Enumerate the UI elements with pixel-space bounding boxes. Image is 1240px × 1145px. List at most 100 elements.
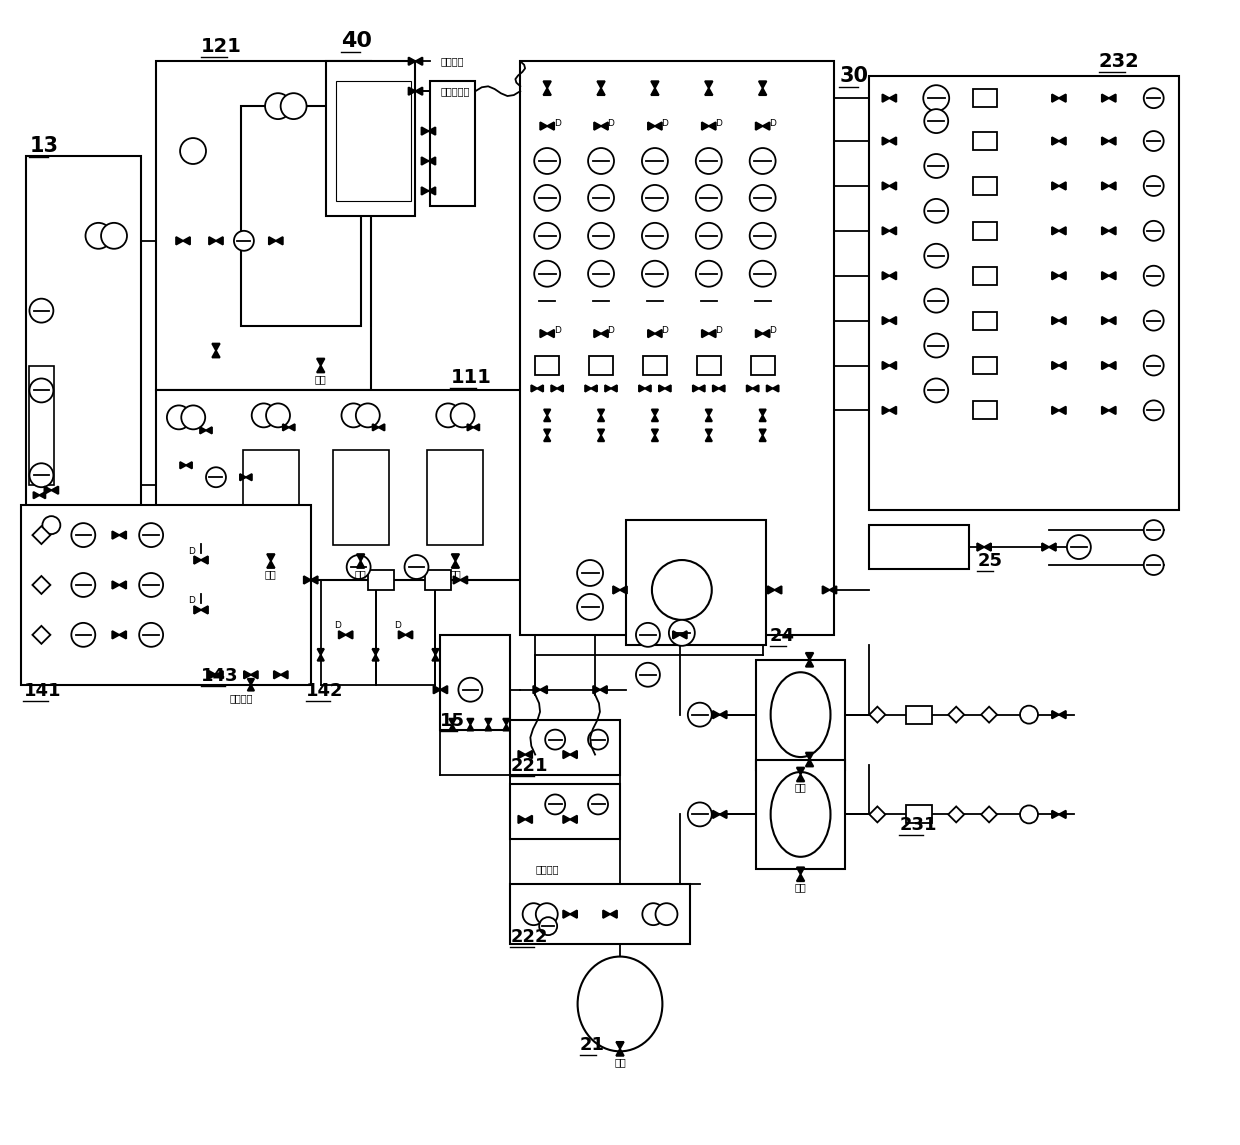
Circle shape	[924, 289, 949, 313]
Bar	[511, 884, 689, 945]
Polygon shape	[460, 576, 467, 584]
Polygon shape	[652, 410, 658, 416]
Circle shape	[30, 299, 53, 323]
Polygon shape	[883, 317, 889, 324]
Polygon shape	[883, 182, 889, 190]
Bar	[425, 570, 451, 590]
Circle shape	[750, 148, 776, 174]
Polygon shape	[212, 344, 219, 350]
Polygon shape	[759, 81, 766, 88]
Polygon shape	[706, 435, 712, 441]
Polygon shape	[869, 806, 885, 822]
Polygon shape	[768, 586, 775, 594]
Circle shape	[181, 405, 205, 429]
Polygon shape	[193, 606, 201, 614]
Circle shape	[924, 109, 949, 133]
Polygon shape	[889, 362, 897, 370]
Polygon shape	[1109, 182, 1116, 190]
Polygon shape	[280, 671, 288, 679]
Polygon shape	[570, 815, 577, 823]
Polygon shape	[544, 410, 551, 416]
Polygon shape	[889, 317, 897, 324]
Bar	[511, 784, 620, 839]
Polygon shape	[429, 187, 435, 195]
Text: D: D	[554, 326, 560, 335]
Circle shape	[1021, 705, 1038, 724]
Circle shape	[522, 903, 544, 925]
Polygon shape	[503, 725, 510, 731]
Polygon shape	[713, 811, 719, 819]
Polygon shape	[594, 330, 601, 338]
Circle shape	[588, 795, 608, 814]
Polygon shape	[1052, 94, 1059, 102]
Polygon shape	[706, 410, 712, 416]
Polygon shape	[830, 586, 837, 594]
Polygon shape	[408, 57, 415, 65]
Polygon shape	[1052, 227, 1059, 235]
Polygon shape	[949, 706, 965, 722]
Polygon shape	[616, 1049, 624, 1056]
Polygon shape	[1052, 317, 1059, 324]
Text: 142: 142	[306, 681, 343, 700]
Polygon shape	[1059, 227, 1066, 235]
Text: 24: 24	[770, 626, 795, 645]
Polygon shape	[449, 725, 455, 731]
Polygon shape	[563, 910, 570, 918]
Polygon shape	[267, 554, 275, 561]
Polygon shape	[275, 237, 283, 245]
Polygon shape	[706, 429, 712, 435]
Polygon shape	[570, 910, 577, 918]
Bar	[973, 311, 997, 330]
Polygon shape	[357, 561, 365, 568]
Text: 121: 121	[201, 38, 242, 56]
Bar	[973, 177, 997, 195]
Circle shape	[642, 223, 668, 248]
Polygon shape	[598, 88, 605, 95]
Polygon shape	[317, 365, 325, 372]
Circle shape	[539, 917, 557, 935]
Polygon shape	[119, 631, 126, 639]
Polygon shape	[289, 424, 295, 431]
Polygon shape	[210, 671, 216, 679]
Polygon shape	[547, 123, 554, 129]
Polygon shape	[598, 429, 604, 435]
Circle shape	[252, 403, 275, 427]
Bar	[973, 356, 997, 374]
Polygon shape	[759, 435, 766, 441]
Polygon shape	[193, 556, 201, 563]
Circle shape	[1143, 401, 1163, 420]
Circle shape	[167, 405, 191, 429]
Text: 排污: 排污	[795, 883, 806, 892]
Polygon shape	[440, 686, 448, 694]
Polygon shape	[1042, 543, 1049, 551]
Polygon shape	[357, 554, 365, 561]
Bar	[332, 450, 388, 545]
Bar	[440, 634, 511, 729]
Polygon shape	[1052, 271, 1059, 279]
Text: D: D	[769, 119, 776, 127]
Text: 232: 232	[1099, 53, 1140, 71]
Polygon shape	[665, 385, 671, 392]
Polygon shape	[594, 123, 601, 129]
Polygon shape	[763, 330, 770, 338]
Bar	[326, 61, 415, 216]
Circle shape	[436, 403, 460, 427]
Polygon shape	[1109, 406, 1116, 414]
Circle shape	[206, 467, 226, 488]
Circle shape	[924, 155, 949, 177]
Polygon shape	[889, 182, 897, 190]
Polygon shape	[889, 271, 897, 279]
Polygon shape	[883, 137, 889, 145]
Bar	[906, 805, 932, 823]
Bar	[626, 520, 765, 645]
Polygon shape	[598, 435, 604, 441]
Polygon shape	[1059, 406, 1066, 414]
Circle shape	[577, 594, 603, 619]
Polygon shape	[985, 543, 991, 551]
Circle shape	[588, 148, 614, 174]
Text: D: D	[394, 622, 401, 631]
Polygon shape	[422, 157, 429, 165]
Polygon shape	[543, 88, 551, 95]
Polygon shape	[40, 492, 46, 498]
Bar	[367, 570, 393, 590]
